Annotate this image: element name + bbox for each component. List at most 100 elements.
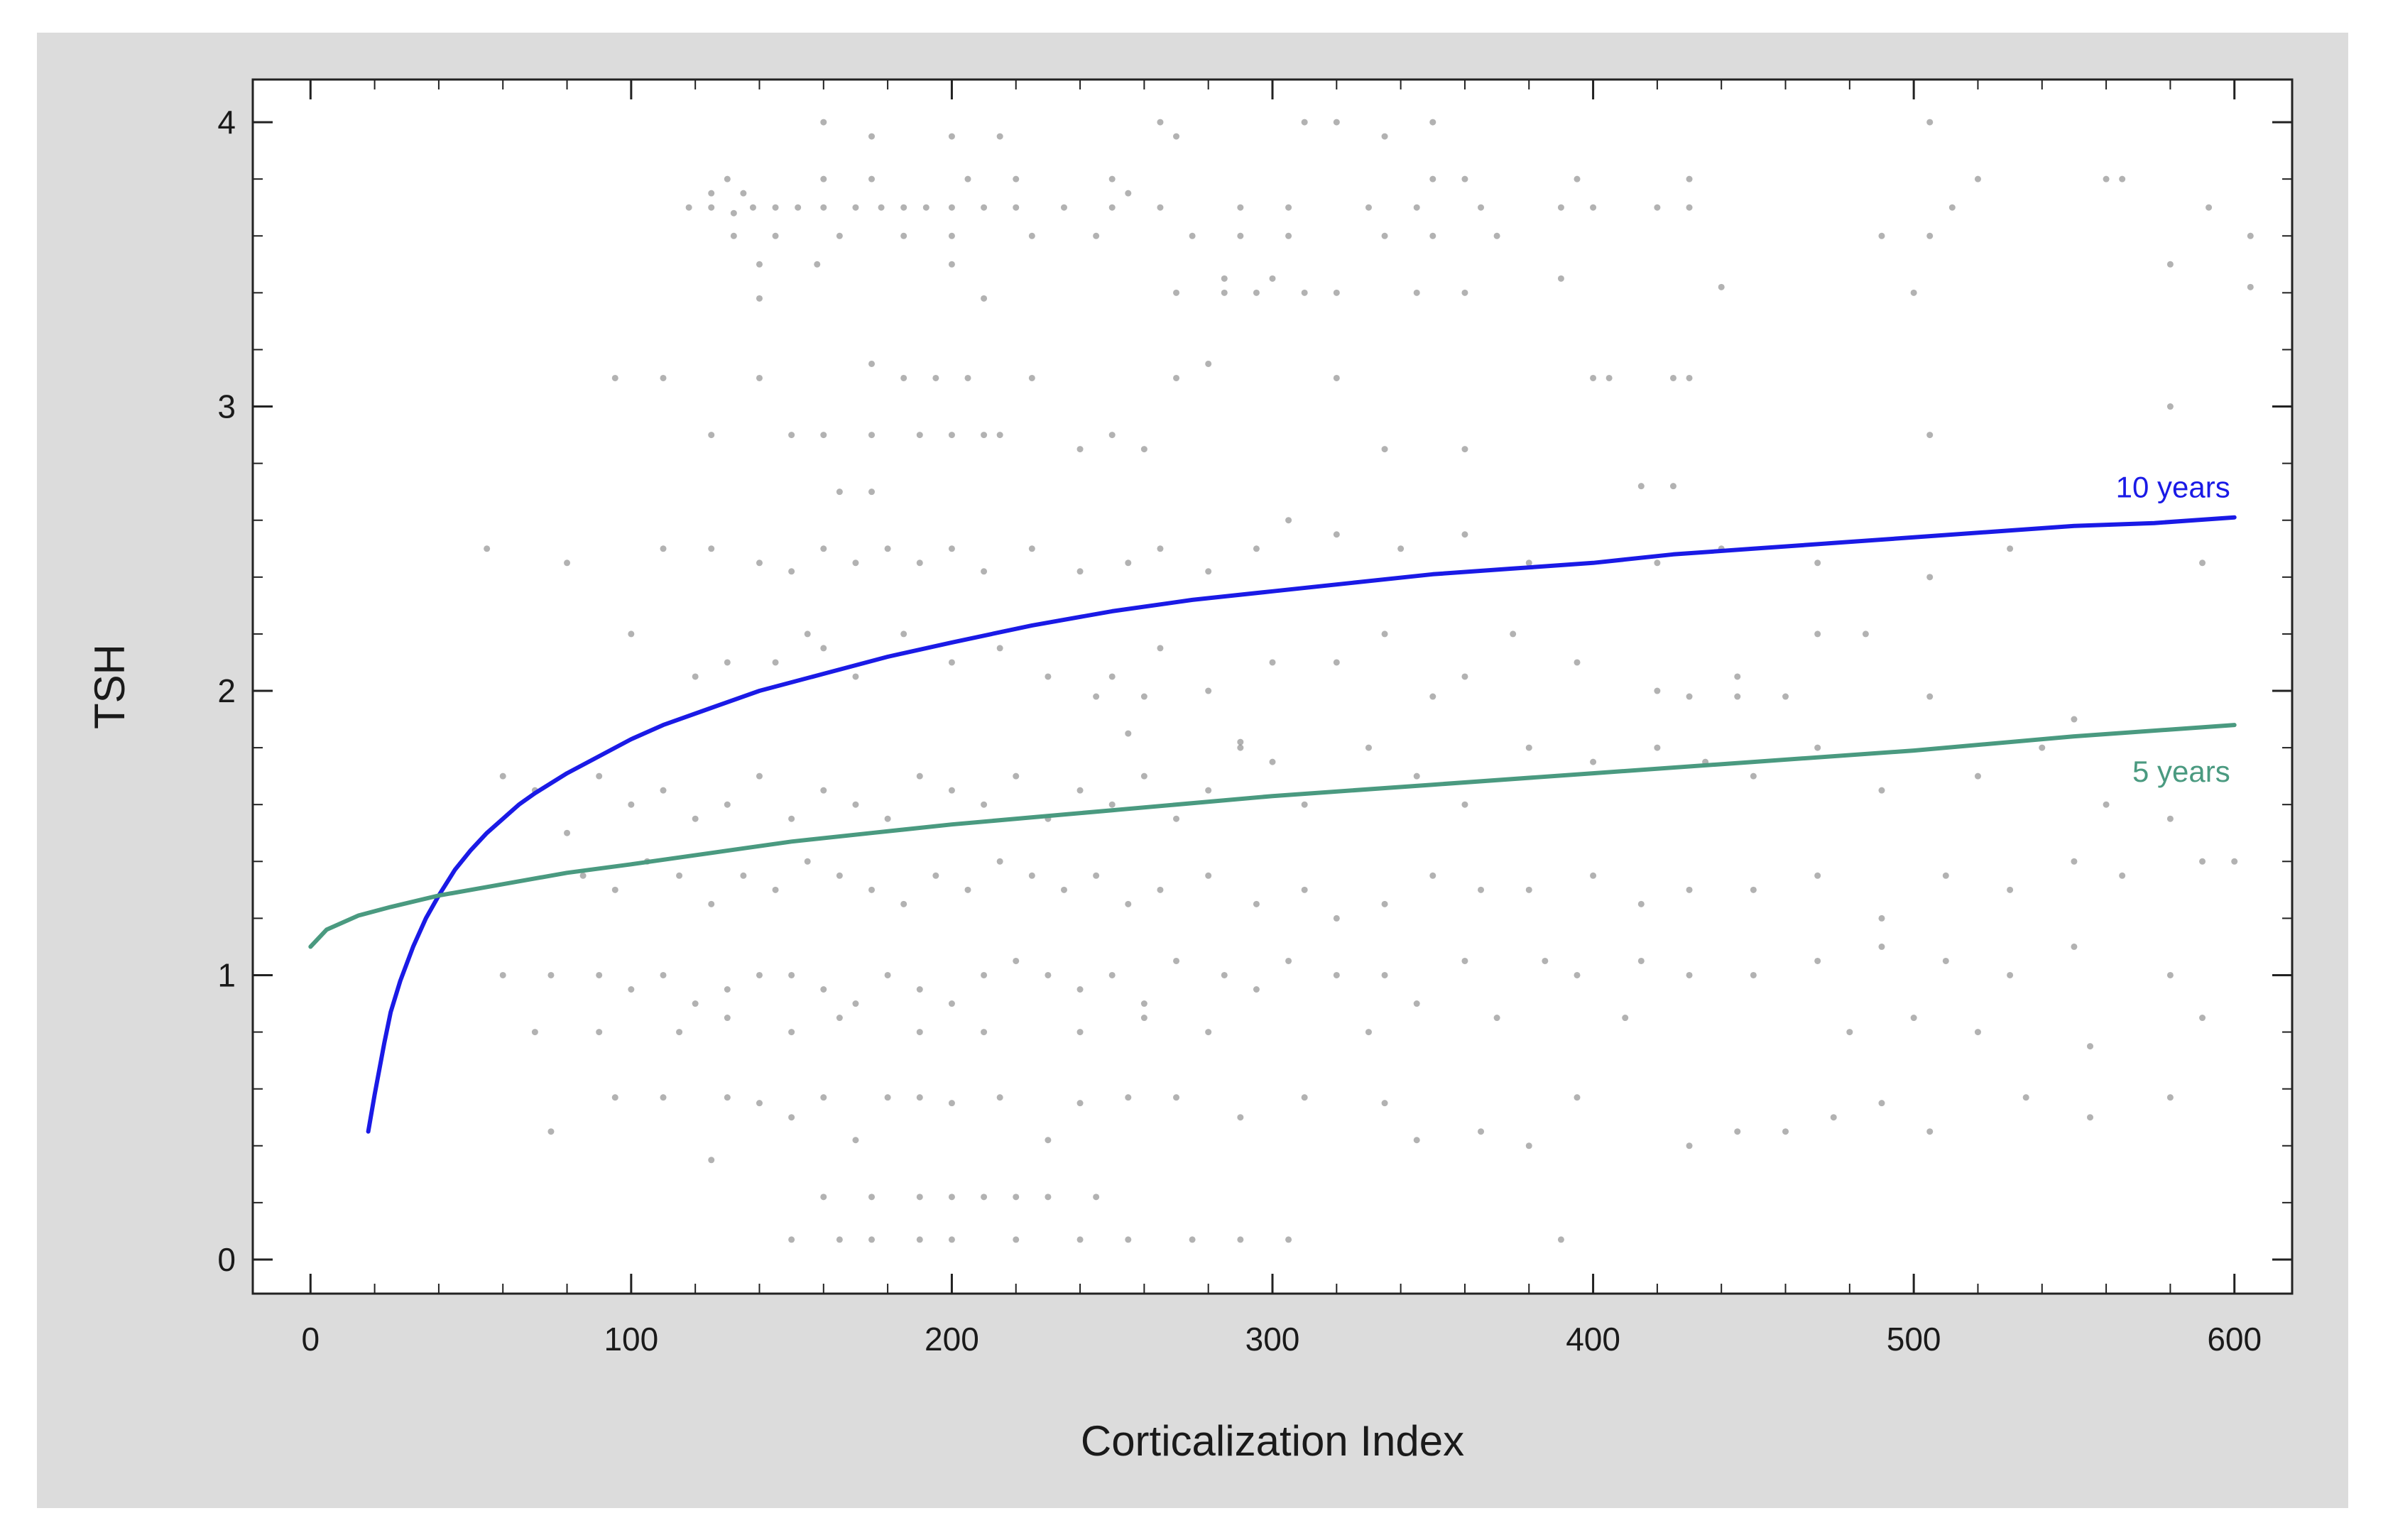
data-point (1157, 645, 1164, 652)
data-point (1830, 1114, 1837, 1121)
data-point (820, 1194, 827, 1201)
data-point (820, 432, 827, 439)
data-point (1125, 900, 1132, 907)
data-point (1590, 204, 1597, 211)
data-point (948, 432, 955, 439)
data-point (1605, 374, 1613, 381)
data-point (1253, 289, 1260, 296)
data-point (2199, 559, 2206, 567)
data-point (596, 971, 603, 978)
data-point (1285, 204, 1292, 211)
data-point (660, 1094, 667, 1101)
data-point (868, 360, 876, 367)
data-point (2166, 1094, 2174, 1101)
data-point (628, 630, 635, 638)
series-line-5-years (308, 723, 2237, 949)
data-point (1108, 175, 1116, 182)
data-point (756, 295, 763, 302)
data-point (1140, 693, 1147, 700)
data-point (948, 1236, 955, 1243)
data-point (1878, 787, 1885, 794)
data-point (1654, 204, 1661, 211)
data-point (1461, 957, 1468, 964)
data-point (1269, 659, 1276, 666)
data-point (981, 204, 988, 211)
data-point (1878, 943, 1885, 950)
data-point (900, 232, 907, 239)
data-point (1750, 971, 1757, 978)
x-tick-label: 400 (1566, 1321, 1620, 1358)
data-point (1557, 275, 1564, 282)
data-point (788, 1029, 795, 1036)
data-point (1525, 744, 1532, 751)
data-point (1140, 772, 1147, 780)
data-point (1718, 283, 1725, 290)
data-point (852, 1000, 859, 1007)
data-point (1429, 872, 1436, 879)
data-point (1125, 559, 1132, 567)
y-tick-label: 4 (217, 104, 236, 141)
data-point (740, 872, 747, 879)
data-point (1045, 1194, 1052, 1201)
data-point (1028, 232, 1035, 239)
data-point (1525, 886, 1532, 893)
data-point (1926, 119, 1934, 126)
data-point (1974, 772, 1981, 780)
data-point (900, 204, 907, 211)
data-point (1381, 133, 1388, 140)
data-point (1942, 957, 1949, 964)
data-point (1974, 1029, 1981, 1036)
data-point (1285, 957, 1292, 964)
data-point (756, 261, 763, 268)
data-point (900, 630, 907, 638)
data-point (596, 1029, 603, 1036)
data-point (1237, 1236, 1244, 1243)
data-point (1461, 446, 1468, 453)
data-point (708, 204, 715, 211)
data-point (916, 1094, 923, 1101)
data-point (1381, 232, 1388, 239)
data-point (1948, 204, 1956, 211)
data-point (2039, 744, 2046, 751)
data-point (1478, 204, 1485, 211)
data-point (2247, 232, 2254, 239)
data-point (1157, 204, 1164, 211)
scatter-points (484, 119, 2254, 1243)
data-point (1478, 1128, 1485, 1135)
data-point (1926, 232, 1934, 239)
data-point (1076, 446, 1084, 453)
data-point (1926, 574, 1934, 581)
data-point (2103, 175, 2110, 182)
data-point (1140, 1015, 1147, 1022)
data-point (900, 900, 907, 907)
data-point (1237, 204, 1244, 211)
data-point (730, 209, 737, 217)
data-point (1381, 1100, 1388, 1107)
data-point (1125, 1094, 1132, 1101)
data-point (1413, 204, 1420, 211)
data-point (692, 673, 699, 680)
data-point (981, 568, 988, 575)
data-point (724, 801, 731, 808)
data-point (1140, 1000, 1147, 1007)
data-point (964, 374, 971, 381)
data-point (788, 1114, 795, 1121)
data-point (628, 801, 635, 808)
data-point (1862, 630, 1869, 638)
data-point (1108, 432, 1116, 439)
data-point (1173, 1094, 1180, 1101)
data-point (1365, 744, 1372, 751)
data-point (868, 1194, 876, 1201)
data-point (685, 204, 692, 211)
data-point (1253, 900, 1260, 907)
data-point (1525, 559, 1532, 567)
x-tick-label: 500 (1887, 1321, 1941, 1358)
data-point (1301, 119, 1308, 126)
axes: 0 100 200 300 400 500 600 0 1 2 3 4 (217, 80, 2292, 1358)
data-point (1205, 360, 1212, 367)
data-point (1686, 971, 1693, 978)
data-point (1333, 659, 1340, 666)
data-point (932, 872, 939, 879)
data-point (756, 971, 763, 978)
